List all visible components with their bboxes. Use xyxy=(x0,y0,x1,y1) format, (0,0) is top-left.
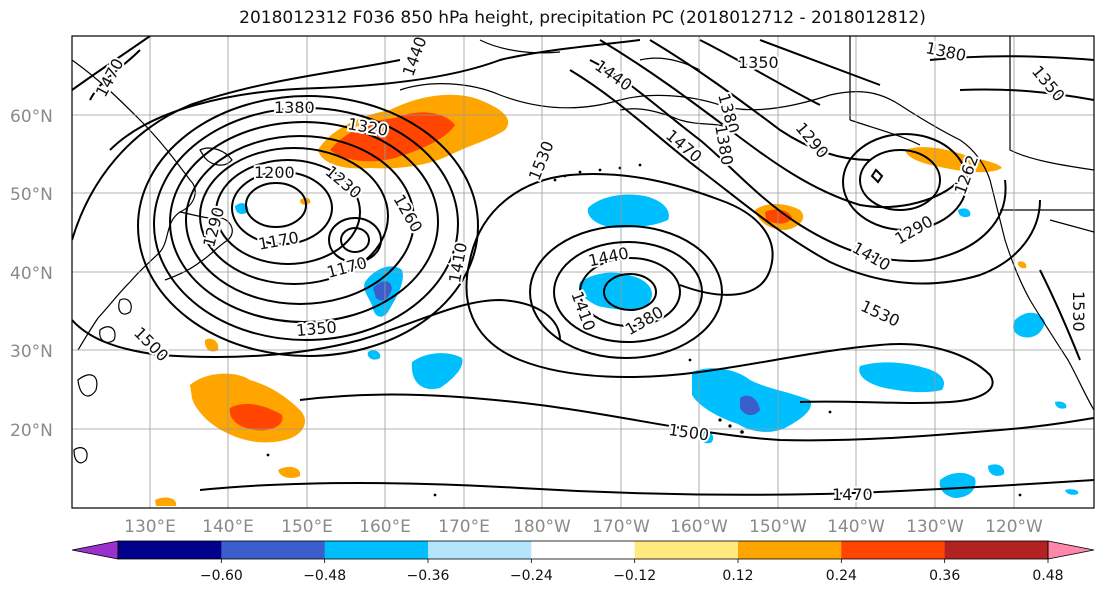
colorbar-segment xyxy=(221,541,326,559)
contour-label: 1530 xyxy=(1069,291,1088,332)
figure-title: 2018012312 F036 850 hPa height, precipit… xyxy=(239,8,926,28)
colorbar-segment xyxy=(738,541,842,559)
lon-label: 140°W xyxy=(827,517,885,537)
colorbar-segment xyxy=(841,541,946,559)
lat-label: 40°N xyxy=(10,264,53,284)
colorbar-segment xyxy=(118,541,222,559)
colorbar-segments xyxy=(72,541,1094,559)
colorbar-segment xyxy=(634,541,739,559)
lon-label: 130°E xyxy=(124,517,176,537)
lon-label: 120°W xyxy=(985,517,1043,537)
lat-label: 30°N xyxy=(10,342,53,362)
lon-label: 160°E xyxy=(359,517,411,537)
contour-label: 1380 xyxy=(274,98,315,117)
lon-label: 170°E xyxy=(438,517,490,537)
lat-label: 50°N xyxy=(10,185,53,205)
lon-label: 180°W xyxy=(513,517,571,537)
colorbar-segment xyxy=(324,541,429,559)
colorbar-segment xyxy=(944,541,1049,559)
colorbar-tick-label: −0.60 xyxy=(200,568,243,584)
colorbar-tick-label: −0.12 xyxy=(613,568,656,584)
lon-label: 130°W xyxy=(906,517,964,537)
lon-label: 160°W xyxy=(670,517,728,537)
colorbar-segment xyxy=(531,541,636,559)
lat-label: 20°N xyxy=(10,421,53,441)
contour-label: 1200 xyxy=(254,163,295,182)
colorbar-extend-max-fill xyxy=(1048,541,1094,559)
latitude-labels: 60°N 50°N 40°N 30°N 20°N xyxy=(10,107,53,441)
lon-label: 150°W xyxy=(749,517,807,537)
colorbar-tick-label: 0.48 xyxy=(1032,568,1063,584)
lon-label: 140°E xyxy=(202,517,254,537)
height-contours xyxy=(72,36,1094,496)
map-frame xyxy=(71,35,1095,509)
colorbar-tick-label: 0.12 xyxy=(722,568,753,584)
contour-label: 1350 xyxy=(295,318,337,340)
colorbar-tick-label: 0.36 xyxy=(929,568,960,584)
colorbar-segment xyxy=(428,541,532,559)
colorbar-ticks: −0.60 −0.48 −0.36 −0.24 −0.12 0.12 0.24 0.36 0.4… xyxy=(200,559,1064,584)
colorbar-outline xyxy=(117,540,1049,560)
contour-label: 1470 xyxy=(832,485,873,504)
colorbar-extend-min-fill xyxy=(72,541,118,559)
lat-label: 60°N xyxy=(10,107,53,127)
colorbar-tick-label: −0.36 xyxy=(407,568,450,584)
colorbar-tick-label: −0.24 xyxy=(510,568,553,584)
colorbar: −0.60 −0.48 −0.36 −0.24 −0.12 0.12 0.24 0.36 0.4… xyxy=(71,540,1095,584)
colorbar-tick-label: 0.24 xyxy=(826,568,857,584)
contour-label: 1350 xyxy=(738,53,779,72)
colorbar-tick-label: −0.48 xyxy=(303,568,346,584)
coastlines xyxy=(72,36,1094,464)
lon-label: 170°W xyxy=(592,517,650,537)
lon-label: 150°E xyxy=(281,517,333,537)
precipitation-shading xyxy=(155,94,1079,506)
longitude-labels: 130°E 140°E 150°E 160°E 170°E 180°W 170°… xyxy=(124,517,1043,537)
